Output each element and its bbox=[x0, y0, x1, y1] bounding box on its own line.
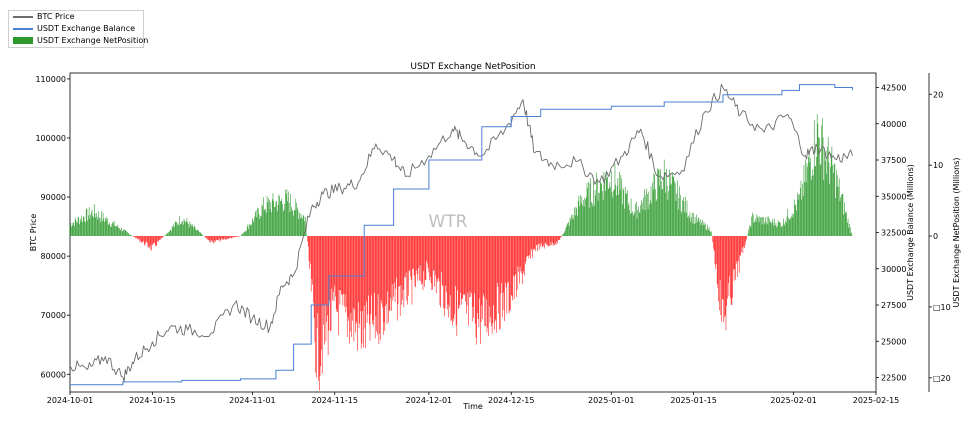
watermark-text: WTR bbox=[428, 212, 467, 232]
x-tick-label: 2025-01-01 bbox=[588, 396, 635, 405]
x-tick-label: 2025-02-01 bbox=[770, 396, 817, 405]
legend-label-usdt-balance: USDT Exchange Balance bbox=[37, 24, 136, 33]
y-right-balance-tick-label: 42500 bbox=[881, 84, 906, 93]
legend-item-usdt-netposition: USDT Exchange NetPosition bbox=[13, 36, 148, 46]
y-right-netposition-tick-label: 20 bbox=[933, 90, 943, 99]
y-right-balance-tick-label: 40000 bbox=[881, 120, 906, 129]
chart-title: USDT Exchange NetPosition bbox=[410, 62, 535, 72]
y-right-balance-tick-label: 27500 bbox=[881, 301, 906, 310]
y-right-balance-tick-label: 30000 bbox=[881, 265, 906, 274]
y-axis-right-netposition-label: USDT Exchange NetPosition (Millions) bbox=[952, 157, 961, 307]
legend: BTC Price USDT Exchange Balance USDT Exc… bbox=[8, 10, 148, 48]
y-right-balance-tick-label: 22500 bbox=[881, 374, 906, 383]
x-axis-label: Time bbox=[462, 402, 483, 411]
legend-item-usdt-balance: USDT Exchange Balance bbox=[13, 24, 135, 34]
y-left-tick-label: 90000 bbox=[41, 193, 66, 202]
usdt-balance-line bbox=[70, 84, 853, 386]
legend-item-btc-price: BTC Price bbox=[13, 12, 75, 22]
y-axis-right-balance-label: USDT Exchange Balance (Millions) bbox=[906, 164, 915, 301]
y-axis-left-label: BTC Price bbox=[29, 214, 38, 252]
legend-label-btc-price: BTC Price bbox=[37, 12, 75, 21]
y-right-balance-tick-label: 37500 bbox=[881, 156, 906, 165]
y-left-tick-label: 110000 bbox=[35, 75, 66, 84]
x-tick-label: 2024-10-01 bbox=[47, 396, 94, 405]
x-tick-label: 2024-12-01 bbox=[406, 396, 453, 405]
y-left-tick-label: 60000 bbox=[41, 370, 66, 379]
btc-price-line bbox=[69, 83, 853, 383]
x-tick-label: 2024-12-15 bbox=[488, 396, 535, 405]
y-right-balance-tick-label: 32500 bbox=[881, 229, 906, 238]
legend-swatch-usdt-netposition bbox=[13, 37, 33, 44]
y-right-netposition-tick-label: □10 bbox=[933, 303, 951, 312]
y-right-netposition-tick-label: 10 bbox=[933, 161, 943, 170]
netposition-bars bbox=[69, 114, 853, 391]
x-tick-label: 2024-10-15 bbox=[129, 396, 176, 405]
legend-label-usdt-netposition: USDT Exchange NetPosition bbox=[37, 36, 149, 45]
x-tick-label: 2025-01-15 bbox=[670, 396, 717, 405]
x-tick-label: 2025-02-15 bbox=[853, 396, 900, 405]
legend-swatch-btc-price bbox=[13, 15, 33, 18]
x-tick-label: 2024-11-15 bbox=[311, 396, 358, 405]
y-right-netposition-tick-label: 0 bbox=[933, 232, 938, 241]
legend-swatch-usdt-balance bbox=[13, 27, 33, 30]
y-right-balance-tick-label: 35000 bbox=[881, 192, 906, 201]
x-tick-label: 2024-11-01 bbox=[229, 396, 276, 405]
y-right-balance-tick-label: 25000 bbox=[881, 337, 906, 346]
y-left-tick-label: 70000 bbox=[41, 311, 66, 320]
y-left-tick-label: 80000 bbox=[41, 252, 66, 261]
y-left-tick-label: 100000 bbox=[35, 134, 66, 143]
y-right-netposition-tick-label: □20 bbox=[933, 374, 951, 383]
